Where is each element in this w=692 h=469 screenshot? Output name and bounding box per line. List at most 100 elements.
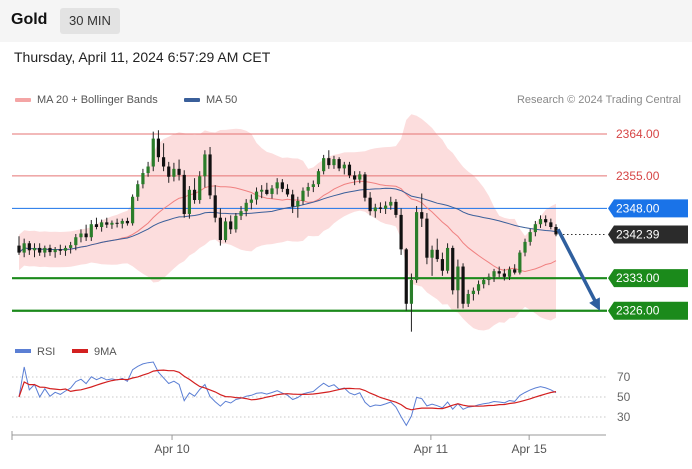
candle bbox=[332, 155, 336, 169]
candle-body bbox=[389, 201, 393, 206]
header-bar: Gold 30 MIN bbox=[0, 0, 692, 42]
candle-body bbox=[347, 164, 352, 176]
candle bbox=[48, 244, 52, 256]
candle bbox=[414, 206, 419, 283]
candle bbox=[378, 202, 383, 214]
level-tag-shape bbox=[608, 301, 688, 320]
candle-body bbox=[414, 212, 419, 281]
candle-body bbox=[32, 247, 37, 251]
candle bbox=[533, 220, 537, 237]
candle bbox=[466, 289, 470, 308]
candle-body bbox=[456, 266, 460, 291]
candle bbox=[249, 194, 253, 210]
candle bbox=[89, 220, 93, 241]
datetime-label: Thursday, April 11, 2024 6:57:29 AM CET bbox=[14, 49, 271, 65]
candle bbox=[327, 150, 331, 169]
candle bbox=[115, 218, 119, 228]
candle-body bbox=[125, 220, 130, 224]
candle-body bbox=[549, 222, 553, 227]
candle bbox=[234, 213, 238, 233]
candle bbox=[198, 171, 202, 204]
candle bbox=[368, 192, 372, 216]
candle-body bbox=[260, 189, 264, 192]
rsi-legend-label: RSI bbox=[37, 346, 55, 358]
candle-body bbox=[342, 164, 346, 169]
level-label-resistance: 2355.00 bbox=[616, 169, 660, 183]
candle-body bbox=[466, 293, 470, 304]
candle-body bbox=[440, 259, 445, 271]
candle-body bbox=[63, 247, 68, 251]
candle-body bbox=[507, 269, 512, 277]
candle-body bbox=[89, 224, 93, 238]
timeframe-badge[interactable]: 30 MIN bbox=[60, 8, 120, 34]
candle bbox=[384, 201, 388, 214]
candle bbox=[270, 185, 274, 199]
candle bbox=[27, 240, 31, 255]
legend-bollinger: MA 20 + Bollinger Bands bbox=[15, 94, 158, 106]
candle bbox=[203, 150, 207, 188]
candle-body bbox=[198, 176, 202, 201]
candle bbox=[63, 245, 68, 256]
legend-label-ma50: MA 50 bbox=[206, 94, 238, 106]
candle-body bbox=[151, 138, 155, 167]
candle-body bbox=[363, 174, 367, 198]
candle bbox=[254, 187, 259, 205]
candle-body bbox=[399, 214, 403, 250]
candle-body bbox=[192, 189, 197, 201]
candle-body bbox=[120, 220, 124, 224]
candle bbox=[523, 238, 527, 257]
candle-body bbox=[435, 249, 439, 260]
candle-body bbox=[296, 200, 300, 207]
candle-body bbox=[218, 217, 222, 241]
candle bbox=[513, 264, 517, 275]
candle-body bbox=[130, 196, 135, 224]
candle-body bbox=[229, 221, 233, 230]
candle-body bbox=[513, 269, 517, 273]
candle bbox=[218, 208, 222, 246]
rsi-tick-label: 30 bbox=[617, 410, 631, 424]
candle-body bbox=[482, 280, 486, 285]
rsi-line bbox=[18, 361, 557, 427]
candle-body bbox=[105, 222, 109, 225]
candle-body bbox=[53, 249, 57, 253]
candle bbox=[507, 266, 512, 281]
candle-body bbox=[187, 189, 191, 214]
candle-body bbox=[161, 157, 166, 167]
candle bbox=[84, 224, 88, 241]
candle bbox=[538, 215, 543, 228]
candle-body bbox=[69, 245, 73, 248]
level-tag-support: 2333.00 bbox=[608, 269, 688, 288]
rsi-tick-label: 50 bbox=[617, 390, 631, 404]
candle-body bbox=[48, 247, 52, 253]
candle-body bbox=[327, 158, 331, 166]
candle-body bbox=[58, 249, 62, 251]
rsi-ma9-line bbox=[18, 369, 557, 411]
candle bbox=[296, 196, 300, 218]
candle-body bbox=[270, 188, 274, 194]
level-tag-label: 2348.00 bbox=[616, 201, 660, 215]
candle-body bbox=[172, 168, 176, 177]
candle bbox=[487, 273, 491, 286]
candle bbox=[275, 178, 279, 195]
candle-body bbox=[394, 201, 398, 215]
x-axis-tick-label: Apr 15 bbox=[511, 442, 547, 456]
candle bbox=[482, 278, 486, 289]
candle bbox=[125, 217, 130, 226]
candle-body bbox=[337, 159, 341, 169]
candle bbox=[342, 161, 346, 175]
candle bbox=[177, 159, 181, 181]
candle bbox=[156, 130, 161, 162]
rsi-panel: RSI 9MA 70 50 30 Apr 10 Apr 11 Apr 15 bbox=[11, 346, 631, 456]
legend-swatch-bollinger bbox=[15, 98, 31, 102]
candle bbox=[22, 238, 26, 258]
candle-body bbox=[115, 222, 119, 224]
candle bbox=[285, 184, 290, 197]
candle-body bbox=[332, 159, 336, 166]
level-tag-pivot: 2348.00 bbox=[608, 199, 688, 218]
level-tag-shape bbox=[608, 269, 688, 288]
candle-body bbox=[373, 207, 377, 212]
candle-body bbox=[100, 222, 104, 227]
forecast-arrow-shaft bbox=[556, 228, 599, 306]
instrument-title: Gold bbox=[11, 11, 48, 28]
candle bbox=[451, 245, 455, 295]
